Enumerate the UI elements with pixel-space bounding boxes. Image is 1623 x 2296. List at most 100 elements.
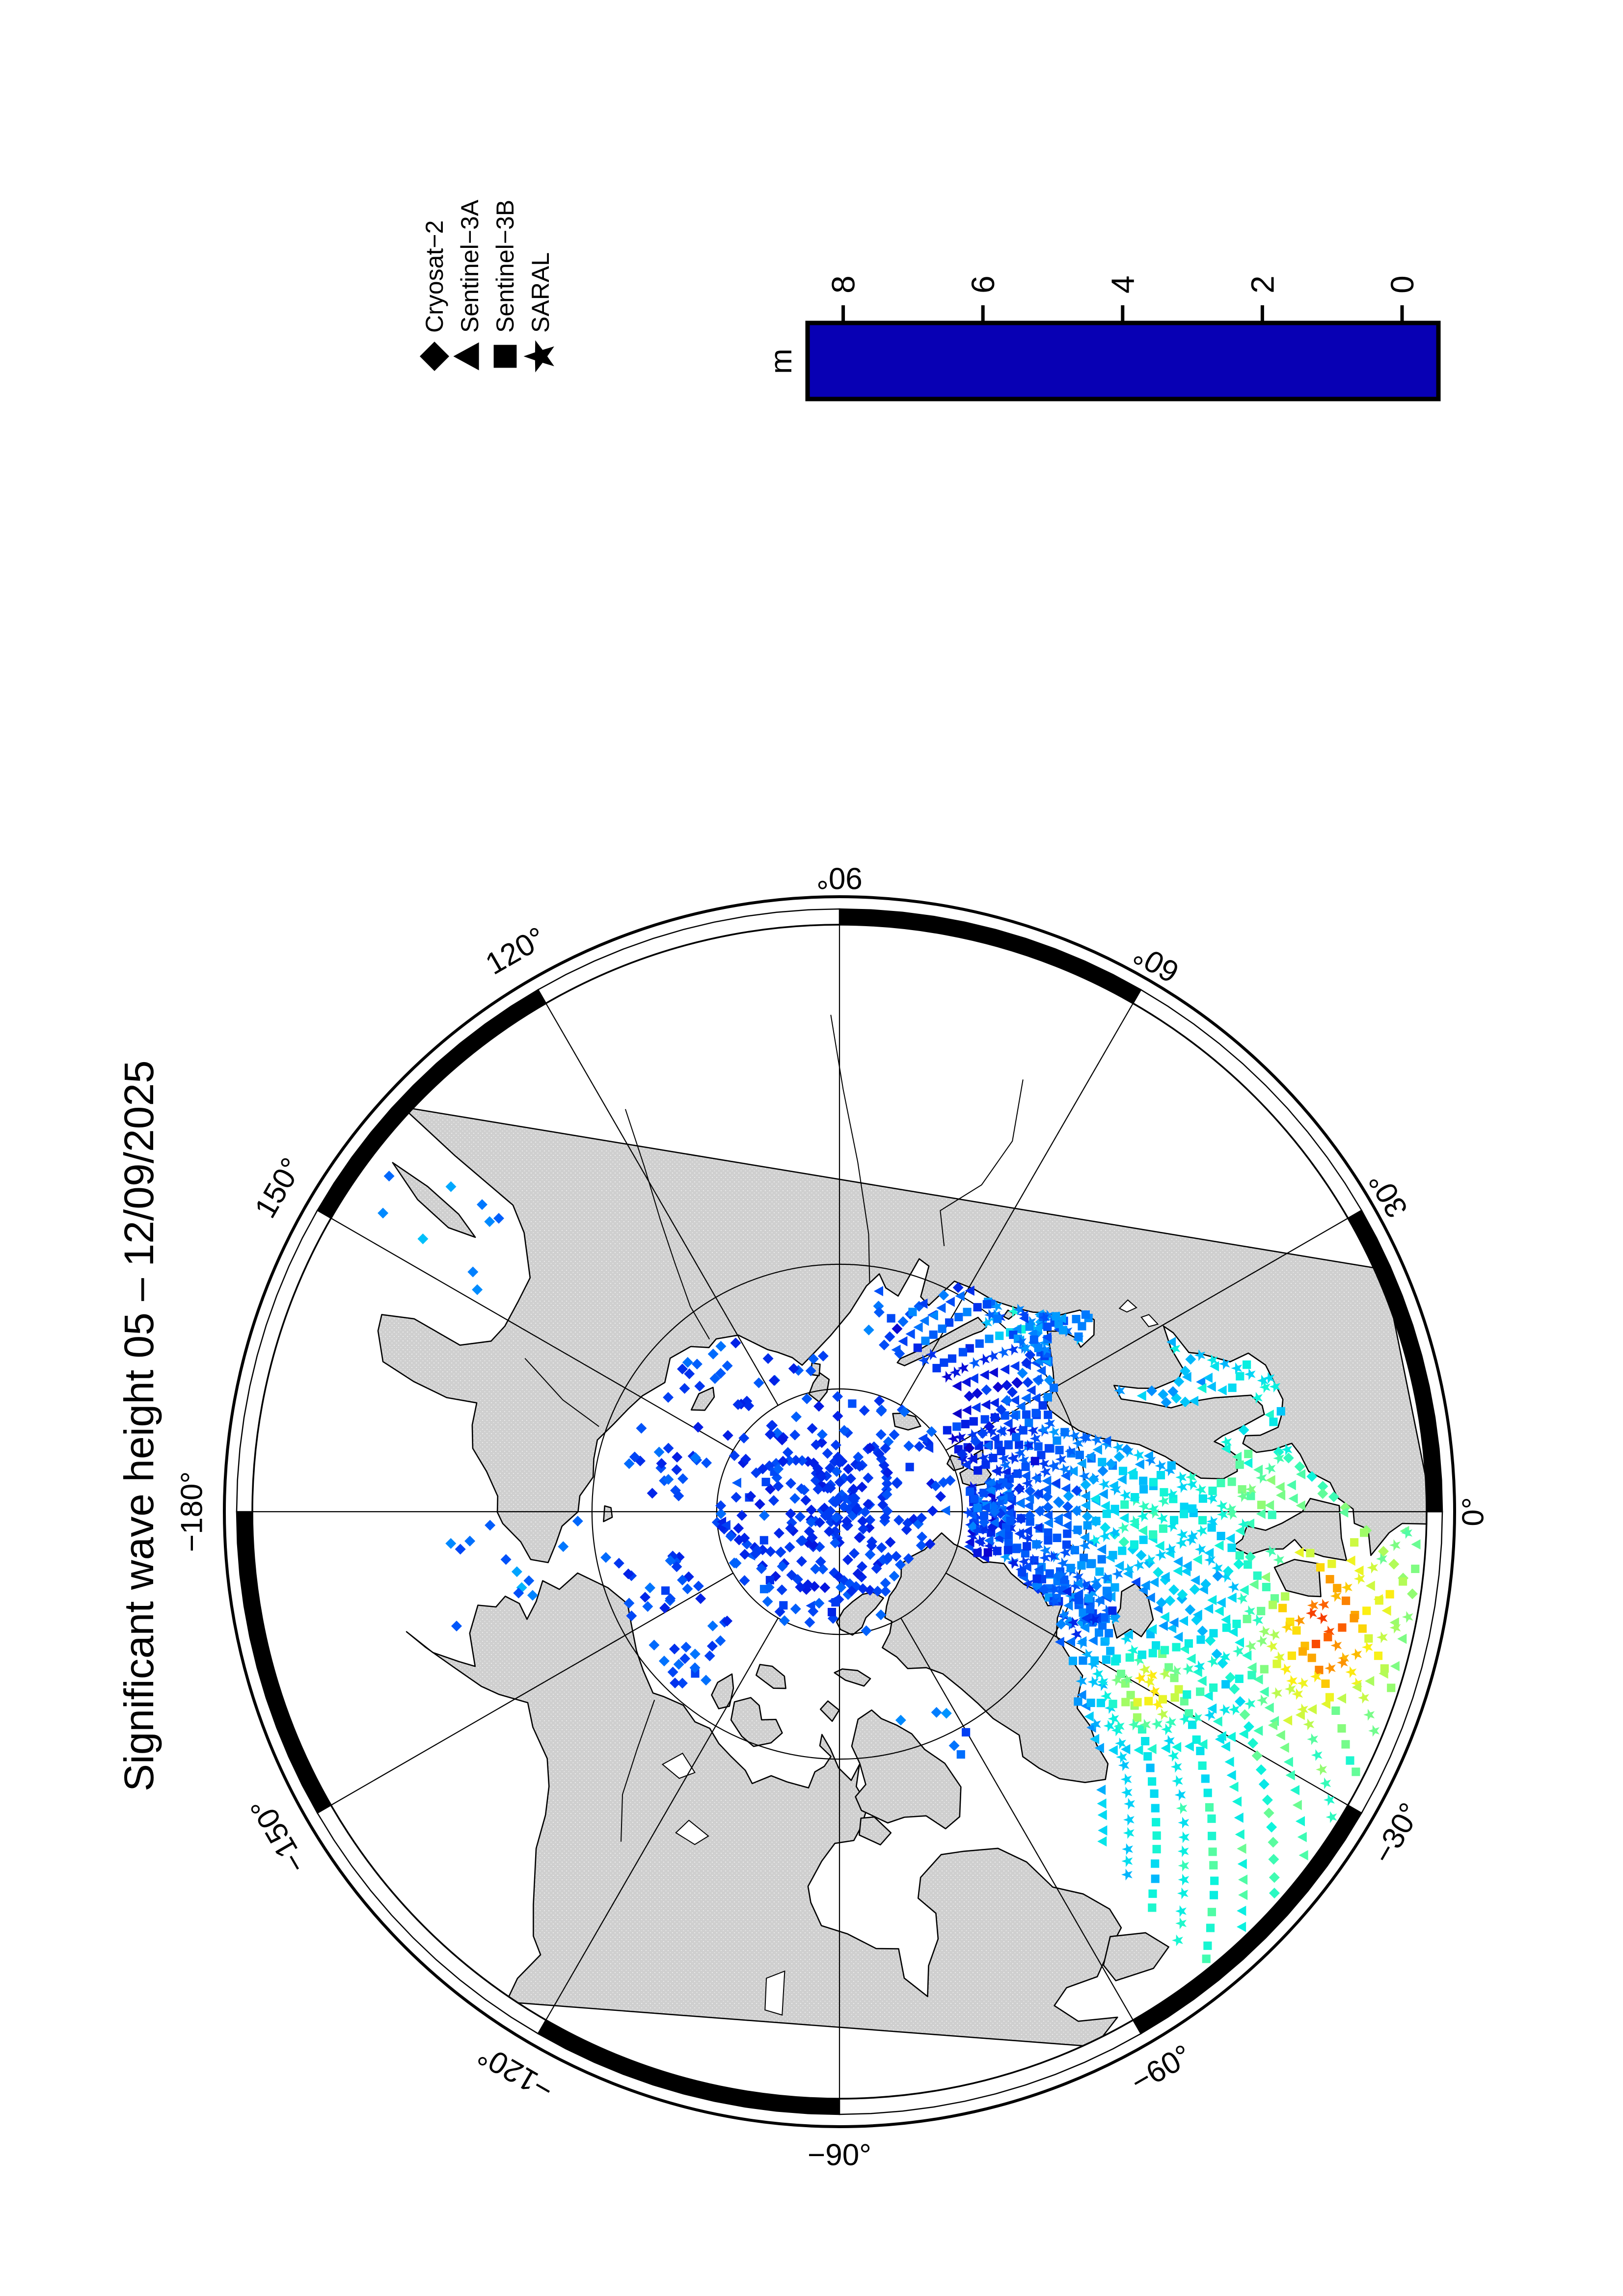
data-marker [1204,1548,1214,1558]
data-marker [1062,1510,1072,1521]
data-marker [1198,1739,1208,1750]
data-marker [1177,1589,1188,1600]
data-marker [856,1561,867,1572]
data-marker [1171,1775,1183,1787]
data-marker [1198,1494,1207,1503]
data-marker [1206,1381,1216,1392]
data-marker [1111,1674,1123,1686]
data-marker [986,1426,998,1438]
data-marker [1173,1376,1185,1387]
data-marker [785,1508,796,1520]
data-marker [1136,1549,1147,1561]
data-marker [1346,1555,1355,1566]
data-marker [1275,1730,1285,1740]
data-marker [1238,1890,1248,1900]
data-marker [1341,1581,1352,1594]
data-marker [1072,1571,1084,1583]
data-marker [1137,1510,1149,1522]
meridian-line [545,1617,779,2021]
data-marker [1097,1836,1107,1847]
data-marker [1097,1466,1109,1476]
data-marker [1321,1699,1331,1709]
data-marker [1001,1411,1009,1420]
data-marker [1106,1458,1117,1469]
data-marker [1207,1703,1217,1714]
data-marker [1402,1611,1413,1623]
data-marker [1021,1463,1030,1471]
data-marker [1086,1587,1098,1599]
data-marker [1152,1844,1161,1854]
data-marker [983,1540,995,1552]
data-marker [640,1592,651,1603]
data-marker [766,1420,777,1431]
data-marker [1268,1510,1276,1520]
data-marker [1053,1513,1063,1524]
data-marker [1007,1452,1019,1465]
data-marker [1080,1622,1090,1633]
data-marker [759,1536,768,1545]
data-marker [854,1532,865,1543]
data-marker [1342,1596,1351,1605]
data-marker [1209,1683,1218,1692]
colorbar-tick-label: 8 [825,275,862,294]
data-marker [756,1563,767,1574]
data-marker [1259,1381,1271,1393]
data-marker [1044,1411,1053,1419]
data-marker [1232,1796,1242,1807]
data-marker [985,1335,994,1343]
data-marker [1159,1524,1167,1533]
data-marker [979,1369,989,1380]
data-marker [477,1199,487,1210]
data-marker [1055,1619,1067,1630]
data-marker [1196,1377,1206,1388]
data-marker [773,1464,784,1474]
data-marker [1179,1713,1190,1725]
data-marker [1072,1315,1081,1324]
data-marker [1206,1515,1218,1528]
data-marker [945,1296,955,1307]
data-marker [1097,1798,1107,1809]
data-marker [1112,1654,1121,1663]
data-marker [677,1363,688,1375]
data-marker [1270,1594,1279,1603]
data-marker [1003,1530,1012,1539]
data-marker [1012,1324,1022,1335]
data-marker [1025,1494,1034,1504]
data-marker [1387,1683,1396,1692]
data-marker [1363,1709,1375,1721]
data-marker [956,1750,965,1759]
data-marker [1133,1559,1144,1572]
data-marker [1053,1533,1061,1542]
data-marker [1368,1725,1380,1737]
data-marker [973,1494,984,1506]
data-marker [1095,1628,1104,1637]
meridian-label: −30° [1366,1797,1428,1869]
data-marker [1032,1374,1042,1385]
data-marker [1057,1557,1069,1570]
data-marker [895,1714,906,1726]
data-marker [882,1467,893,1478]
data-marker [1018,1308,1029,1321]
data-marker [1257,1374,1269,1387]
data-marker [626,1610,637,1622]
colorbar-tick-label: 2 [1244,275,1280,294]
data-marker [1025,1316,1036,1328]
data-marker [1155,1460,1166,1472]
data-marker [1013,1483,1025,1495]
data-marker [1273,1452,1285,1465]
data-marker [1292,1688,1303,1700]
data-marker [980,1415,989,1424]
data-marker [1070,1628,1082,1640]
legend-symbol-diamond [420,342,449,371]
data-marker [1365,1580,1375,1591]
data-marker [806,1504,817,1516]
data-marker [1133,1654,1144,1666]
data-marker [1079,1540,1090,1552]
data-marker [1238,1874,1248,1885]
data-marker [1100,1500,1110,1511]
data-marker [1014,1528,1024,1539]
data-marker [1354,1565,1364,1576]
meridian-label: 150° [248,1152,309,1224]
data-marker [1333,1584,1342,1593]
legend: Cryosat−2 Sentinel−3A Sentinel−3B SARAL [421,199,554,333]
